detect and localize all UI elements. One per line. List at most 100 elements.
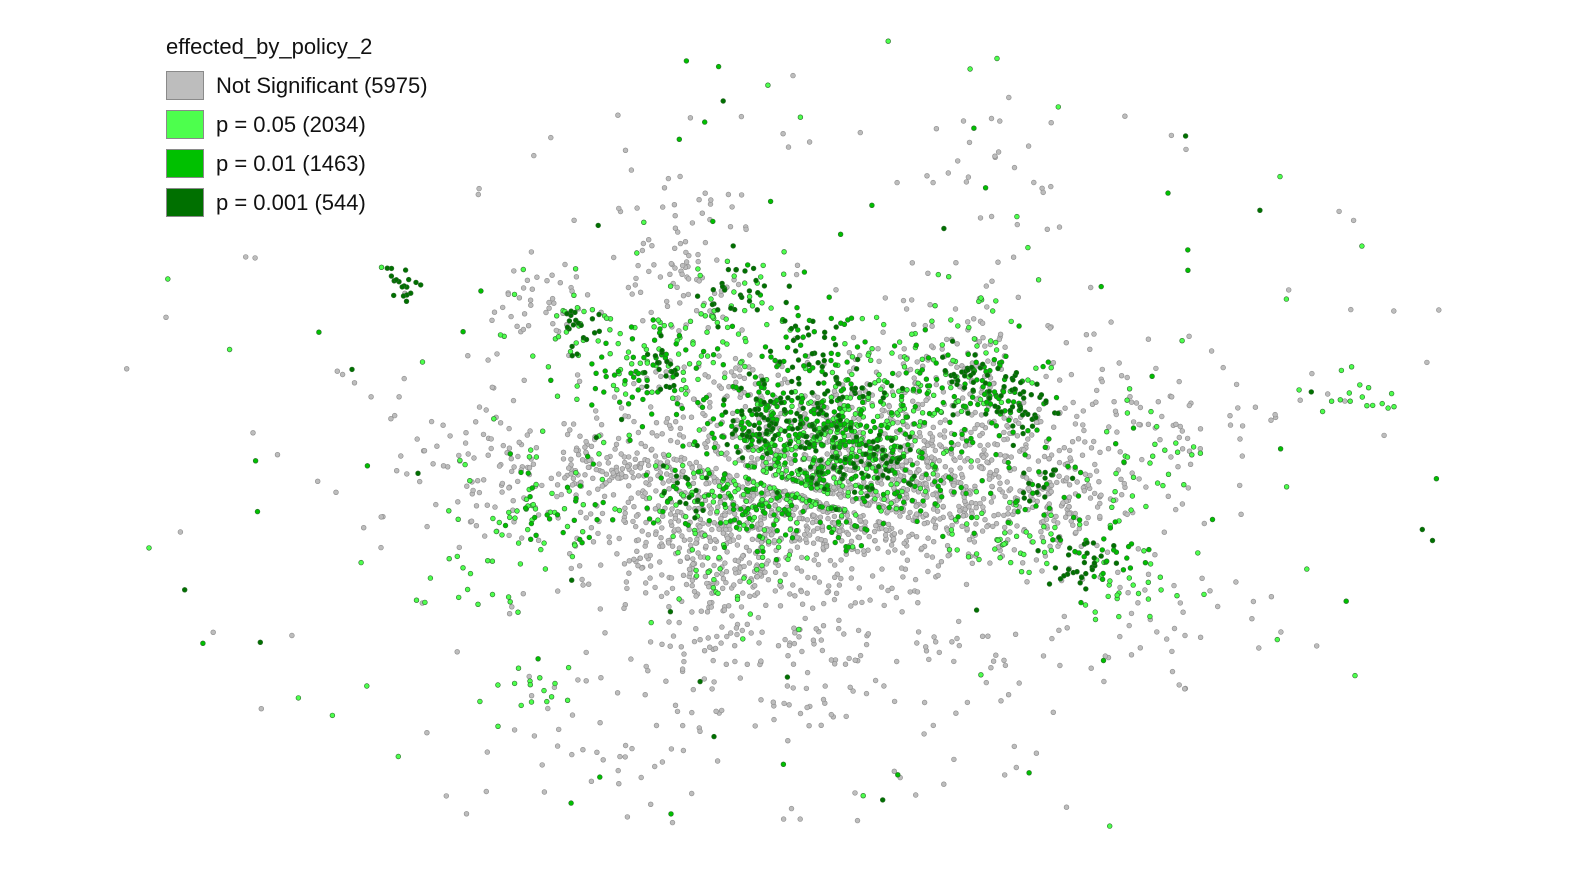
point-not-significant (714, 633, 720, 640)
point-not-significant (593, 466, 599, 473)
point-p-0-001 (747, 407, 753, 414)
point-p-0-01 (460, 329, 466, 335)
point-not-significant (718, 707, 725, 714)
point-not-significant (1169, 668, 1176, 675)
point-not-significant (730, 537, 737, 543)
point-p-0-05 (860, 792, 866, 799)
point-not-significant (653, 722, 660, 729)
point-p-0-05 (742, 363, 748, 370)
point-p-0-01 (946, 474, 952, 480)
point-p-0-01 (993, 451, 999, 458)
point-p-0-001 (402, 267, 409, 273)
point-p-0-001 (818, 469, 825, 476)
point-not-significant (714, 257, 720, 263)
point-p-0-05 (565, 664, 572, 671)
point-p-0-01 (544, 512, 550, 518)
point-p-0-001 (781, 407, 788, 413)
point-p-0-01 (804, 477, 811, 483)
point-p-0-01 (717, 493, 723, 499)
point-not-significant (919, 401, 926, 408)
point-p-0-001 (753, 396, 760, 402)
point-p-0-001 (566, 318, 573, 324)
point-not-significant (670, 633, 677, 639)
point-not-significant (693, 459, 699, 465)
point-p-0-01 (763, 405, 769, 411)
point-p-0-001 (992, 403, 998, 409)
point-p-0-01 (837, 231, 844, 238)
point-p-0-01 (699, 501, 705, 507)
point-not-significant (638, 774, 644, 781)
point-p-0-01 (792, 494, 798, 501)
point-p-0-05 (1076, 521, 1083, 528)
point-not-significant (910, 321, 917, 328)
point-not-significant (820, 622, 827, 629)
point-not-significant (754, 590, 761, 596)
point-p-0-01 (786, 511, 792, 517)
point-not-significant (746, 548, 752, 554)
point-p-0-01 (780, 761, 787, 767)
point-p-0-01 (801, 363, 807, 369)
point-not-significant (955, 618, 962, 625)
point-not-significant (595, 486, 601, 492)
point-p-0-05 (765, 538, 772, 545)
point-p-0-01 (695, 469, 702, 475)
point-p-0-05 (735, 331, 742, 337)
point-p-0-01 (835, 519, 842, 525)
point-not-significant (1130, 419, 1137, 425)
point-p-0-05 (801, 455, 807, 462)
point-p-0-05 (929, 318, 935, 324)
point-p-0-001 (899, 385, 906, 392)
point-p-0-05 (849, 354, 856, 360)
point-not-significant (690, 480, 697, 486)
point-p-0-001 (815, 360, 821, 366)
point-p-0-01 (741, 425, 747, 431)
point-not-significant (706, 600, 713, 606)
point-not-significant (833, 287, 839, 293)
point-not-significant (816, 579, 823, 585)
point-not-significant (708, 197, 714, 203)
point-p-0-001 (742, 268, 748, 274)
point-p-0-01 (830, 335, 837, 342)
point-not-significant (881, 602, 887, 609)
point-p-0-01 (738, 506, 744, 512)
point-not-significant (564, 431, 571, 438)
point-not-significant (958, 480, 964, 486)
point-p-0-05 (539, 428, 546, 434)
point-not-significant (921, 438, 927, 444)
point-not-significant (1154, 629, 1160, 635)
point-p-0-05 (825, 460, 831, 466)
legend-label-p-0-05: p = 0.05 (2034) (216, 111, 366, 137)
point-p-0-01 (609, 517, 616, 523)
point-p-0-01 (629, 394, 635, 400)
point-p-0-05 (1283, 296, 1290, 302)
point-p-0-05 (564, 523, 571, 530)
point-not-significant (1080, 422, 1086, 428)
point-p-0-001 (1028, 392, 1035, 398)
point-p-0-001 (569, 353, 575, 359)
point-not-significant (1122, 113, 1128, 119)
point-not-significant (982, 516, 988, 523)
point-not-significant (1038, 528, 1044, 535)
point-p-0-001 (746, 428, 752, 435)
point-p-0-01 (858, 542, 865, 549)
point-not-significant (659, 431, 665, 437)
point-not-significant (810, 528, 817, 534)
point-not-significant (1252, 404, 1259, 410)
point-p-0-01 (775, 382, 781, 388)
point-not-significant (844, 512, 851, 519)
point-p-0-001 (1001, 384, 1007, 390)
point-p-0-01 (1433, 476, 1440, 482)
point-not-significant (994, 442, 1001, 448)
point-not-significant (785, 652, 791, 659)
point-p-0-01 (886, 504, 892, 511)
point-not-significant (865, 631, 871, 637)
point-p-0-05 (596, 451, 602, 457)
point-not-significant (1054, 479, 1060, 486)
point-not-significant (1197, 634, 1204, 640)
point-p-0-01 (364, 463, 371, 469)
point-p-0-05 (845, 489, 851, 496)
point-not-significant (989, 483, 995, 490)
point-p-0-05 (863, 466, 870, 472)
point-not-significant (635, 537, 642, 543)
point-not-significant (611, 394, 618, 400)
